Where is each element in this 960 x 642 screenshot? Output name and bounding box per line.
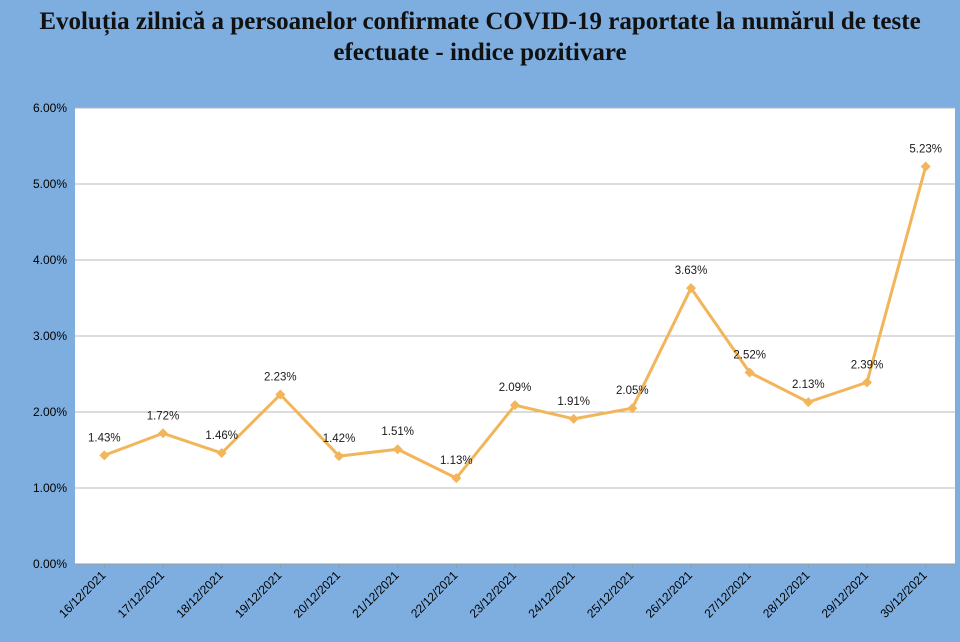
data-label: 2.52%	[733, 349, 766, 361]
data-label: 2.39%	[851, 359, 884, 371]
data-point	[568, 413, 579, 424]
chart-title-line-1: Evoluția zilnică a persoanelor confirmat…	[39, 8, 921, 35]
x-tick-label: 16/12/2021	[56, 568, 109, 621]
y-tick-label: 1.00%	[33, 481, 67, 495]
data-labels: 1.43% 1.72% 1.46% 2.23% 1.42% 1.51% 1.13% 2.09%…	[88, 144, 942, 468]
data-point	[803, 397, 814, 408]
x-tick-label: 24/12/2021	[525, 568, 578, 621]
data-label: 1.13%	[440, 455, 473, 467]
y-tick-label: 5.00%	[33, 177, 67, 191]
y-axis: 0.00% 1.00% 2.00% 3.00% 4.00% 5.00% 6.00%	[33, 101, 67, 571]
data-point	[920, 161, 931, 172]
x-axis: 16/12/2021 17/12/2021 18/12/2021 19/12/2021…	[56, 563, 955, 621]
data-label: 1.43%	[88, 432, 121, 444]
data-point	[158, 428, 168, 439]
data-label: 1.91%	[557, 396, 590, 408]
gridlines	[75, 107, 955, 489]
data-point	[862, 377, 872, 388]
x-tick-label: 30/12/2021	[877, 568, 930, 621]
y-tick-label: 2.00%	[33, 405, 67, 419]
data-point	[99, 450, 110, 461]
x-tick-label: 27/12/2021	[701, 568, 754, 621]
data-point	[686, 283, 696, 294]
x-tick-label: 25/12/2021	[584, 568, 637, 621]
y-tick-label: 0.00%	[33, 557, 67, 571]
data-point	[334, 451, 344, 462]
data-point	[510, 400, 520, 411]
x-tick-label: 29/12/2021	[819, 568, 872, 621]
data-point	[744, 367, 755, 378]
data-label: 5.23%	[909, 144, 942, 156]
x-tick-label: 18/12/2021	[173, 568, 226, 621]
x-tick-label: 20/12/2021	[291, 568, 344, 621]
x-tick-label: 19/12/2021	[232, 568, 285, 621]
y-tick-label: 4.00%	[33, 253, 67, 267]
chart-title: Evoluția zilnică a persoanelor confirmat…	[0, 6, 960, 68]
data-point	[216, 448, 227, 459]
data-point	[627, 403, 638, 414]
y-tick-label: 3.00%	[33, 329, 67, 343]
chart-title-line-2: efectuate - indice pozitivare	[333, 39, 627, 66]
data-point	[392, 444, 403, 455]
data-label: 3.63%	[675, 265, 708, 277]
x-tick-label: 28/12/2021	[760, 568, 813, 621]
data-label: 1.51%	[381, 426, 414, 438]
data-label: 2.09%	[499, 382, 532, 394]
data-label: 1.72%	[147, 410, 180, 422]
data-label: 2.05%	[616, 385, 649, 397]
data-label: 2.23%	[264, 372, 297, 384]
series	[99, 161, 931, 484]
data-label: 2.13%	[792, 379, 825, 391]
y-tick-label: 6.00%	[33, 101, 67, 115]
data-label: 1.46%	[205, 430, 238, 442]
x-tick-label: 26/12/2021	[643, 568, 696, 621]
x-tick-label: 17/12/2021	[115, 568, 168, 621]
x-tick-label: 22/12/2021	[408, 568, 461, 621]
x-tick-label: 23/12/2021	[467, 568, 520, 621]
data-label: 1.42%	[323, 433, 356, 445]
data-point	[451, 473, 462, 484]
x-tick-label: 21/12/2021	[349, 568, 402, 621]
data-point	[275, 389, 286, 400]
